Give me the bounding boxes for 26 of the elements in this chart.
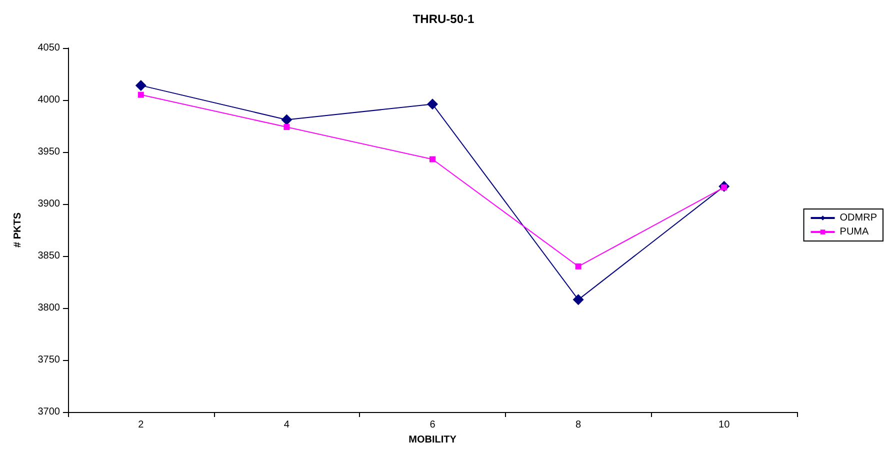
y-axis-title: # PKTS	[12, 212, 24, 248]
y-tick-label: 3750	[38, 354, 60, 366]
y-tick-label: 3900	[38, 198, 60, 210]
chart-title: THRU-50-1	[412, 12, 474, 26]
x-tick-label: 2	[138, 420, 144, 430]
point	[284, 124, 290, 130]
point	[138, 92, 144, 98]
x-tick-label: 10	[718, 420, 730, 430]
y-tick-label: 3700	[38, 406, 60, 418]
y-tick-label: 3950	[38, 146, 60, 158]
point	[135, 80, 146, 91]
y-tick-label: 3850	[38, 250, 60, 262]
x-tick-label: 6	[430, 420, 436, 430]
legend-label: PUMA	[840, 226, 869, 238]
y-tick-label: 4000	[38, 94, 60, 106]
y-tick-label: 4050	[38, 42, 60, 54]
x-tick-label: 8	[576, 420, 582, 430]
y-tick-label: 3800	[38, 302, 60, 314]
point	[281, 114, 292, 126]
point	[572, 294, 584, 306]
x-tick-label: 4	[284, 420, 290, 430]
point	[430, 156, 436, 162]
point	[427, 98, 438, 110]
point	[575, 263, 582, 270]
x-axis-title: MOBILITY	[408, 434, 457, 446]
legend-label: ODMRP	[840, 212, 878, 224]
